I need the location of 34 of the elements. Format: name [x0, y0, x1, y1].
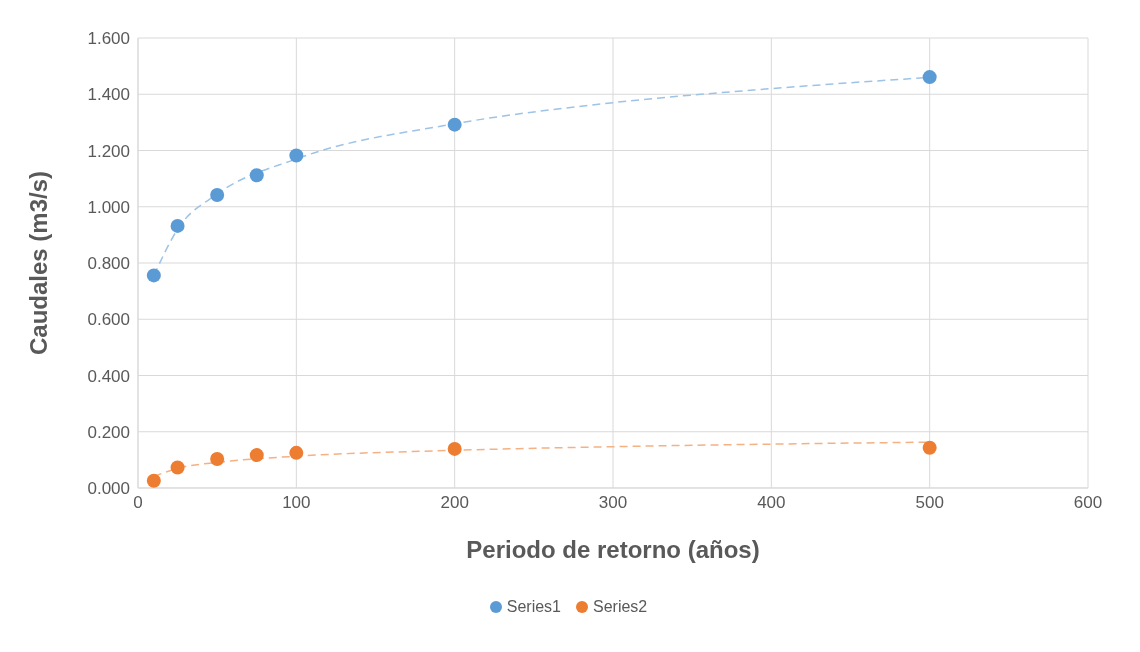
x-tick-label: 400	[757, 493, 786, 513]
y-tick-label: 0.400	[87, 366, 130, 386]
point	[447, 117, 462, 132]
x-tick-label: 300	[598, 493, 628, 513]
y-tick-label: 1.600	[87, 29, 130, 49]
x-tick-label: 100	[282, 493, 311, 513]
point	[146, 268, 161, 283]
point	[146, 473, 161, 488]
x-tick-label: 600	[1073, 493, 1103, 513]
x-tick-label: 0	[133, 493, 143, 513]
y-tick-label: 0.800	[87, 254, 130, 274]
x-tick-label: 500	[915, 493, 944, 513]
y-tick-label: 1.000	[87, 197, 130, 217]
x-tick-label: 200	[440, 493, 469, 513]
y-axis-title: Caudales (m3/s)	[24, 170, 52, 356]
point	[210, 187, 225, 202]
point	[922, 440, 937, 455]
y-tick-label: 1.400	[87, 85, 130, 105]
y-tick-label: 1.200	[87, 141, 130, 161]
y-tick-label: 0.200	[87, 422, 130, 442]
legend-label: Series2	[592, 598, 648, 616]
point	[249, 168, 264, 183]
point	[249, 448, 264, 463]
y-tick-label: 0.000	[87, 479, 130, 499]
point	[170, 460, 185, 475]
point	[170, 218, 185, 233]
x-axis-title: Periodo de retorno (años)	[466, 536, 760, 563]
point	[922, 70, 937, 85]
point	[289, 148, 304, 163]
y-tick-label: 0.600	[87, 310, 130, 330]
legend-label: Series1	[505, 598, 561, 616]
point	[210, 452, 225, 467]
point	[289, 445, 304, 460]
point	[447, 441, 462, 456]
